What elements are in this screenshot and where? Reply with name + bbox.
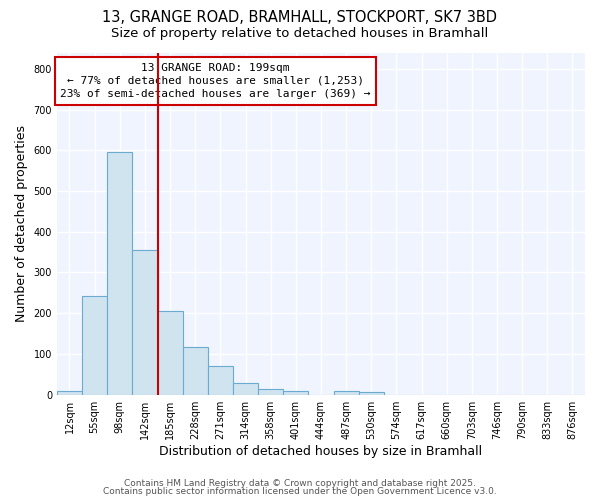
Bar	[258, 390, 283, 394]
X-axis label: Distribution of detached houses by size in Bramhall: Distribution of detached houses by size …	[160, 444, 482, 458]
Bar	[208, 366, 233, 394]
Bar	[334, 392, 359, 394]
Bar	[107, 152, 133, 394]
Bar	[158, 311, 182, 394]
Bar	[82, 296, 107, 394]
Bar	[133, 250, 158, 394]
Bar	[359, 392, 384, 394]
Text: Contains HM Land Registry data © Crown copyright and database right 2025.: Contains HM Land Registry data © Crown c…	[124, 478, 476, 488]
Bar	[57, 392, 82, 394]
Bar	[283, 392, 308, 394]
Y-axis label: Number of detached properties: Number of detached properties	[15, 125, 28, 322]
Text: Size of property relative to detached houses in Bramhall: Size of property relative to detached ho…	[112, 28, 488, 40]
Bar	[182, 346, 208, 395]
Text: Contains public sector information licensed under the Open Government Licence v3: Contains public sector information licen…	[103, 487, 497, 496]
Text: 13 GRANGE ROAD: 199sqm
← 77% of detached houses are smaller (1,253)
23% of semi-: 13 GRANGE ROAD: 199sqm ← 77% of detached…	[60, 63, 371, 99]
Text: 13, GRANGE ROAD, BRAMHALL, STOCKPORT, SK7 3BD: 13, GRANGE ROAD, BRAMHALL, STOCKPORT, SK…	[103, 10, 497, 25]
Bar	[233, 384, 258, 394]
